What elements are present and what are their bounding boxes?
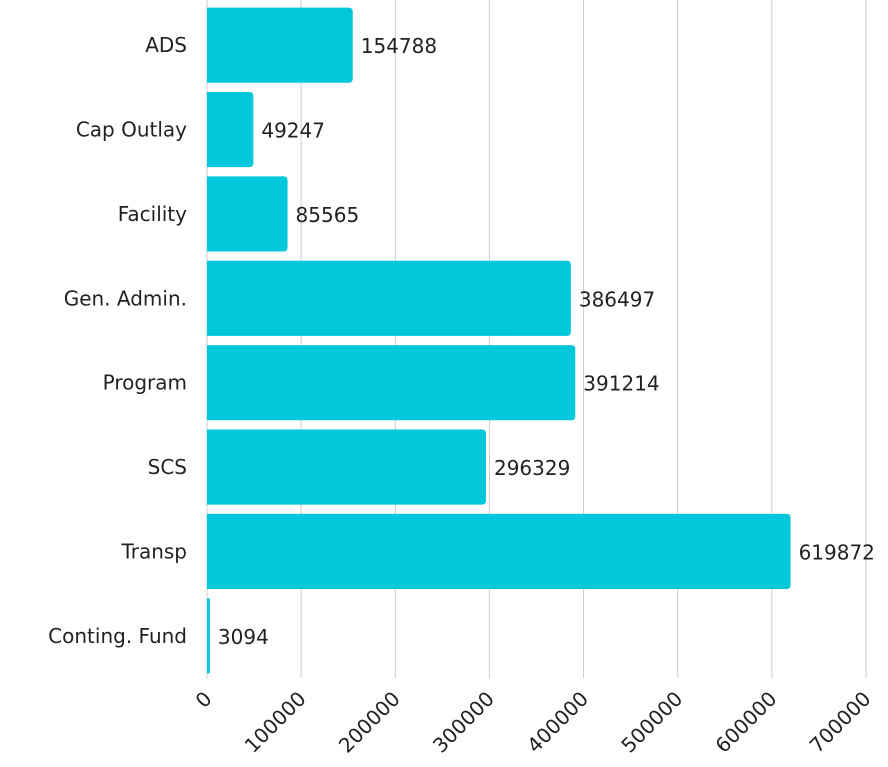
data-label: 619872 (799, 540, 875, 564)
y-tick-label: SCS (148, 455, 187, 479)
bar (207, 513, 791, 589)
data-label: 3094 (218, 625, 269, 649)
y-tick-label: Gen. Admin. (64, 286, 187, 310)
x-tick-label: 300000 (428, 687, 499, 758)
bar (207, 7, 353, 83)
bar (207, 429, 486, 505)
x-tick-label: 0 (191, 687, 217, 713)
data-label: 49247 (261, 119, 325, 143)
data-label: 296329 (494, 456, 570, 480)
data-label: 154788 (361, 34, 437, 58)
data-label: 386497 (579, 287, 655, 311)
x-tick-label: 700000 (805, 687, 876, 758)
x-tick-label: 200000 (334, 687, 405, 758)
y-tick-label: Facility (118, 202, 187, 226)
bar (207, 92, 254, 168)
y-tick-label: Transp (120, 539, 187, 563)
y-tick-label: Conting. Fund (48, 624, 187, 648)
x-tick-label: 600000 (710, 687, 781, 758)
x-tick-label: 500000 (616, 687, 687, 758)
data-label: 391214 (583, 372, 659, 396)
y-tick-label: ADS (145, 33, 187, 57)
x-tick-label: 400000 (522, 687, 593, 758)
bar (207, 176, 288, 252)
bar (207, 260, 571, 336)
bar (207, 598, 210, 674)
data-label: 85565 (296, 203, 360, 227)
y-tick-label: Cap Outlay (76, 118, 187, 142)
bar (207, 345, 576, 421)
x-tick-label: 100000 (240, 687, 311, 758)
y-tick-label: Program (103, 371, 187, 395)
